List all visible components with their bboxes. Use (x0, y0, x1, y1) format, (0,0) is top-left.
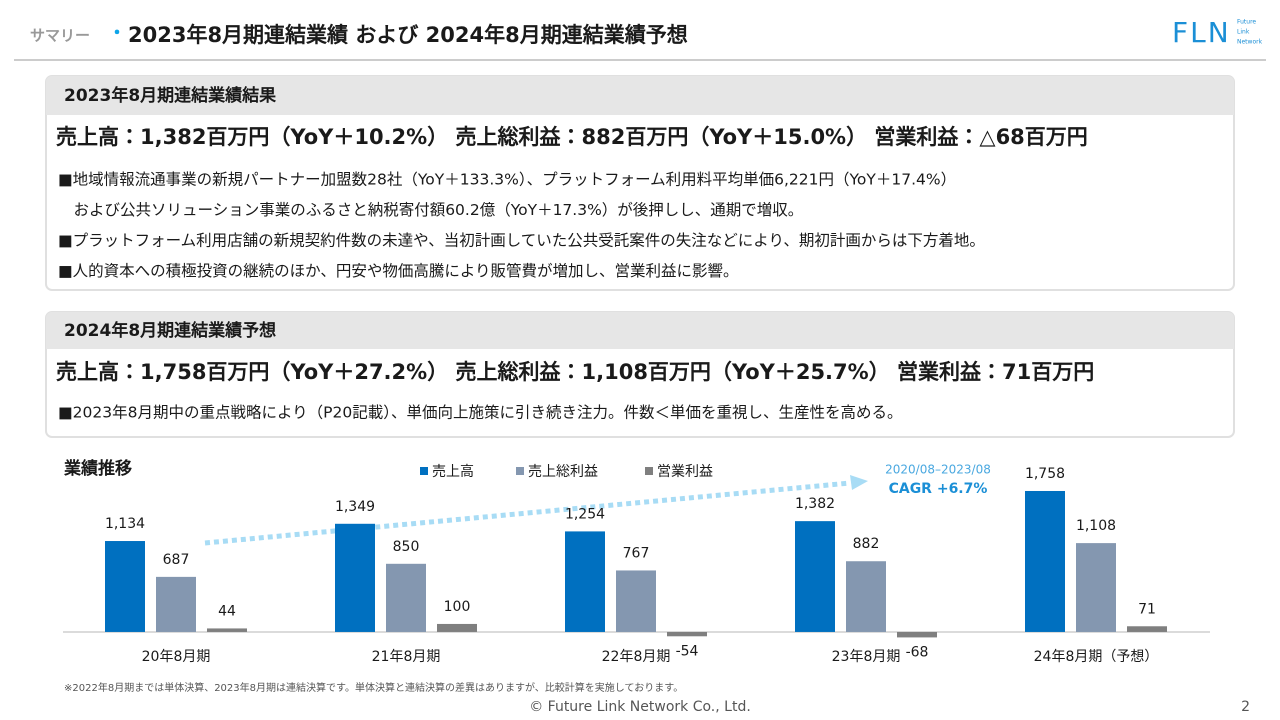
trend-arrow (204, 480, 851, 546)
legend-swatch (645, 467, 653, 475)
x-tick-label: 21年8月期 (372, 649, 441, 665)
value-label: 1,254 (565, 506, 605, 522)
chart-title: 業績推移 (64, 458, 132, 479)
x-tick-label: 24年8月期（予想） (1034, 649, 1159, 665)
legend-label: 営業利益 (657, 464, 713, 480)
page-title: 2023年8月期連結業績 および 2024年8月期連結業績予想 (128, 23, 688, 47)
bar (207, 628, 247, 632)
value-label: 850 (393, 539, 420, 555)
page-number: 2 (1241, 699, 1250, 715)
bar (335, 523, 375, 632)
bar (105, 541, 145, 632)
forecast-heading-bar (46, 312, 1234, 349)
bullet-line: ■地域情報流通事業の新規パートナー加盟数28社（YoY＋133.3%）、プラット… (58, 171, 956, 189)
value-label: 71 (1138, 601, 1156, 617)
bar (1025, 490, 1065, 632)
result-summary: 売上高：1,382百万円（YoY＋10.2%） 売上総利益：882百万円（YoY… (56, 125, 1088, 149)
result-lines: ■地域情報流通事業の新規パートナー加盟数28社（YoY＋133.3%）、プラット… (58, 171, 985, 281)
legend-label: 売上高 (432, 463, 474, 480)
value-label: 882 (853, 536, 880, 552)
bar (616, 570, 656, 632)
forecast-summary: 売上高：1,758百万円（YoY＋27.2%） 売上総利益：1,108百万円（Y… (56, 360, 1094, 384)
value-label: 1,108 (1076, 518, 1116, 534)
bullet-line: および公共ソリューション事業のふるさと納税寄付額60.2億（YoY＋17.3%）… (58, 201, 803, 219)
bar (156, 576, 196, 632)
bar (1076, 543, 1116, 632)
bar (846, 561, 886, 632)
bar (386, 563, 426, 632)
value-label: -68 (906, 644, 929, 660)
section-label: サマリー (30, 27, 90, 45)
trend-arrow-head (850, 475, 868, 490)
bar (795, 521, 835, 632)
bar (437, 623, 477, 632)
value-label: 44 (218, 603, 236, 619)
bar (1127, 626, 1167, 632)
legend-label: 売上総利益 (528, 464, 598, 480)
footnote: ※2022年8月期までは単体決算、2023年8月期は連結決算です。単体決算と連結… (64, 681, 683, 694)
legend-swatch (420, 467, 428, 475)
value-label: 1,758 (1025, 466, 1065, 482)
bullet-line: ■プラットフォーム利用店舗の新規契約件数の未達や、当初計画していた公共受託案件の… (58, 232, 985, 250)
x-tick-label: 23年8月期 (832, 649, 901, 665)
result-heading: 2023年8月期連結業績結果 (64, 85, 276, 106)
logo-sub: Link (1237, 29, 1250, 36)
logo-sub: Future (1237, 19, 1256, 26)
x-tick-label: 20年8月期 (142, 649, 211, 665)
copyright: © Future Link Network Co., Ltd. (529, 699, 751, 715)
value-label: 1,349 (335, 499, 375, 515)
legend-swatch (516, 467, 524, 475)
separator: ・ (108, 23, 126, 44)
value-label: 687 (163, 552, 190, 568)
logo-sub: Network (1237, 39, 1263, 46)
forecast-lines: ■2023年8月期中の重点戦略により（P20記載）、単価向上施策に引き続き注力。… (58, 404, 902, 422)
bullet-line: ■2023年8月期中の重点戦略により（P20記載）、単価向上施策に引き続き注力。… (58, 404, 902, 422)
value-label: 767 (623, 545, 650, 561)
value-label: 1,134 (105, 516, 145, 532)
logo: FLN (1172, 16, 1231, 49)
value-label: 1,382 (795, 496, 835, 512)
result-heading-bar (46, 76, 1234, 115)
chart: 業績推移 2020/08–2023/08 CAGR +6.7% 売上高 売上総利益… (63, 458, 1210, 665)
forecast-heading: 2024年8月期連結業績予想 (64, 320, 276, 341)
bar (897, 631, 937, 638)
bullet-line: ■人的資本への積極投資の継続のほか、円安や物価高騰により販管費が増加し、営業利益… (58, 262, 739, 280)
value-label: -54 (676, 643, 699, 659)
bar (565, 531, 605, 632)
cagr-text: CAGR +6.7% (889, 481, 988, 497)
x-tick-label: 22年8月期 (602, 649, 671, 665)
value-label: 100 (444, 599, 471, 615)
bar (667, 631, 707, 637)
cagr-period: 2020/08–2023/08 (885, 463, 991, 477)
